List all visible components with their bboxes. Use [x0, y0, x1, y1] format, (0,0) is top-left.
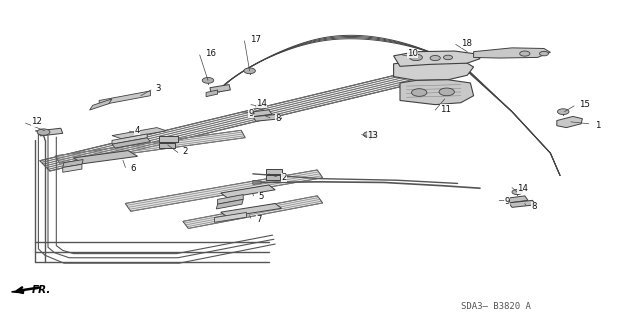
- Text: 12: 12: [31, 117, 42, 126]
- Text: 18: 18: [461, 39, 472, 48]
- Text: 16: 16: [205, 49, 216, 58]
- Bar: [266, 175, 280, 180]
- Polygon shape: [210, 85, 230, 93]
- Text: 2: 2: [282, 173, 287, 182]
- Text: 15: 15: [579, 100, 590, 109]
- Text: 10: 10: [407, 49, 418, 58]
- Polygon shape: [509, 200, 536, 207]
- Polygon shape: [183, 196, 323, 228]
- Circle shape: [412, 89, 427, 96]
- Text: 14: 14: [517, 184, 528, 193]
- Circle shape: [512, 189, 522, 195]
- Circle shape: [439, 88, 454, 96]
- Polygon shape: [63, 160, 83, 167]
- Polygon shape: [218, 195, 243, 204]
- Polygon shape: [206, 90, 218, 97]
- Polygon shape: [474, 48, 550, 58]
- Polygon shape: [38, 128, 63, 136]
- Polygon shape: [400, 80, 474, 105]
- Polygon shape: [221, 185, 275, 198]
- Polygon shape: [216, 199, 243, 209]
- Circle shape: [410, 54, 422, 61]
- Polygon shape: [253, 181, 261, 184]
- Circle shape: [256, 104, 266, 109]
- Polygon shape: [112, 138, 150, 148]
- Circle shape: [444, 55, 452, 60]
- Polygon shape: [253, 114, 282, 121]
- Text: 17: 17: [250, 35, 260, 44]
- Polygon shape: [56, 130, 245, 163]
- Circle shape: [364, 131, 376, 138]
- Text: 9: 9: [504, 197, 509, 206]
- Text: 14: 14: [256, 99, 267, 108]
- Text: 13: 13: [367, 131, 378, 140]
- Circle shape: [244, 68, 255, 74]
- Bar: [159, 136, 178, 142]
- Text: 4: 4: [134, 126, 140, 135]
- Polygon shape: [557, 116, 582, 128]
- Polygon shape: [40, 71, 421, 171]
- Polygon shape: [214, 212, 246, 222]
- Text: 8: 8: [531, 202, 537, 211]
- Polygon shape: [74, 151, 138, 164]
- Text: 7: 7: [256, 215, 262, 224]
- Text: FR.: FR.: [32, 285, 51, 295]
- Polygon shape: [394, 51, 480, 66]
- Circle shape: [540, 51, 548, 56]
- Circle shape: [430, 56, 440, 61]
- Bar: [159, 143, 175, 148]
- Text: 6: 6: [131, 164, 136, 173]
- Polygon shape: [112, 134, 147, 144]
- Circle shape: [557, 109, 569, 115]
- Circle shape: [37, 129, 50, 135]
- Text: 2: 2: [182, 147, 188, 156]
- Polygon shape: [63, 164, 82, 172]
- Polygon shape: [394, 61, 474, 80]
- Text: 9: 9: [248, 109, 253, 118]
- Text: SDA3– B3820 A: SDA3– B3820 A: [461, 302, 531, 311]
- Bar: [266, 169, 282, 174]
- Text: 11: 11: [440, 105, 451, 114]
- Polygon shape: [112, 128, 166, 139]
- Polygon shape: [125, 170, 323, 211]
- Polygon shape: [90, 99, 112, 110]
- Polygon shape: [506, 196, 528, 203]
- Polygon shape: [99, 91, 150, 105]
- Polygon shape: [221, 204, 282, 217]
- Text: 1: 1: [595, 121, 601, 130]
- Text: 5: 5: [259, 192, 264, 201]
- Text: 3: 3: [156, 84, 161, 93]
- Text: 8: 8: [275, 115, 281, 123]
- Circle shape: [520, 51, 530, 56]
- Circle shape: [202, 78, 214, 83]
- Polygon shape: [250, 110, 272, 117]
- Polygon shape: [12, 290, 24, 293]
